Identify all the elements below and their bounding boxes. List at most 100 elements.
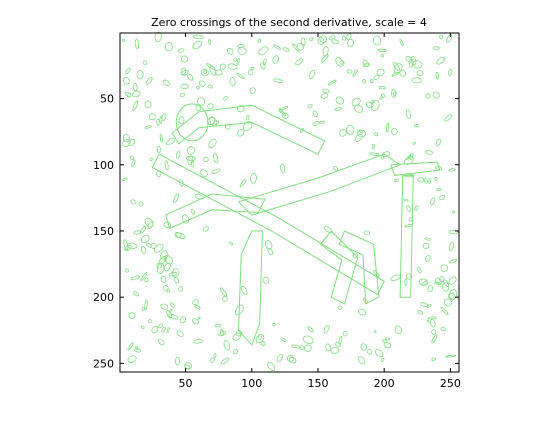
shape-screwdriver-left bbox=[165, 193, 266, 229]
contour-loop bbox=[435, 188, 442, 192]
contour-loop bbox=[226, 47, 234, 55]
contour-loop bbox=[215, 69, 223, 76]
contour-loop bbox=[405, 55, 413, 63]
x-ticks: 50 100 150 200 250 bbox=[179, 33, 461, 390]
contour-loop bbox=[417, 310, 424, 315]
contour-loop bbox=[353, 104, 364, 113]
contour-loop bbox=[324, 226, 333, 234]
contour-loop bbox=[198, 80, 206, 87]
contour-loop bbox=[440, 264, 448, 272]
contour-loop bbox=[288, 356, 297, 364]
contour-loop bbox=[379, 96, 383, 100]
contour-loop bbox=[213, 353, 217, 358]
y-tick-label-100: 100 bbox=[93, 159, 114, 172]
y-tick-label-250: 250 bbox=[93, 357, 114, 370]
contour-loop bbox=[276, 354, 284, 362]
contour-loop bbox=[431, 357, 436, 362]
contour-loop bbox=[233, 57, 238, 62]
contour-loop bbox=[408, 217, 413, 222]
shape-loop-handle bbox=[175, 103, 209, 142]
contour-loop bbox=[128, 138, 136, 146]
contour-loop bbox=[278, 108, 283, 113]
contour-loop bbox=[207, 84, 214, 89]
contour-loop bbox=[144, 100, 152, 109]
contour-loop bbox=[448, 258, 458, 264]
contour-loop bbox=[236, 72, 245, 80]
contour-loop bbox=[208, 138, 217, 148]
contour-loop bbox=[325, 343, 331, 352]
contour-loop bbox=[380, 155, 384, 160]
contour-loop bbox=[133, 230, 142, 235]
contour-loop bbox=[161, 113, 167, 121]
contour-loop bbox=[169, 302, 175, 308]
contour-loop bbox=[144, 299, 148, 311]
shape-pliers-right bbox=[338, 230, 380, 305]
contour-loop bbox=[236, 105, 245, 113]
contour-loop bbox=[151, 325, 159, 334]
contour-loop bbox=[365, 101, 374, 108]
contour-loop bbox=[444, 298, 452, 307]
contour-loop bbox=[214, 323, 222, 328]
contour-loop bbox=[166, 327, 170, 333]
contour-loop bbox=[158, 338, 165, 346]
contour-loop bbox=[330, 347, 340, 354]
contour-loop bbox=[156, 262, 163, 269]
contour-loop bbox=[335, 96, 344, 105]
contour-loop bbox=[440, 327, 447, 331]
contour-loop bbox=[163, 221, 172, 229]
contour-loop bbox=[406, 154, 412, 161]
contour-loop bbox=[435, 71, 440, 80]
contour-loop bbox=[342, 330, 348, 337]
contour-loop bbox=[242, 121, 253, 132]
contour-loop bbox=[180, 67, 187, 75]
contour-loop bbox=[448, 289, 458, 301]
x-tick-label-50: 50 bbox=[179, 377, 193, 390]
contour-loop bbox=[380, 358, 385, 362]
contour-loop bbox=[181, 214, 190, 224]
contour-loop bbox=[124, 244, 132, 252]
contour-loop bbox=[302, 335, 314, 345]
contour-loop bbox=[148, 113, 156, 121]
contour-loop bbox=[262, 58, 267, 66]
contour-loop bbox=[202, 156, 209, 163]
shape-hammer-head bbox=[390, 161, 441, 176]
contour-loop bbox=[424, 255, 431, 262]
contour-loop bbox=[431, 329, 437, 335]
contour-loop bbox=[136, 70, 144, 80]
contour-loop bbox=[425, 93, 431, 99]
contour-loop bbox=[141, 307, 145, 311]
contour-loop bbox=[181, 69, 189, 76]
contour-loop bbox=[168, 313, 179, 320]
contour-loop bbox=[138, 201, 144, 207]
contour-loop bbox=[140, 272, 148, 282]
contour-loop bbox=[255, 334, 265, 344]
contour-loop bbox=[309, 69, 316, 79]
shape-chisel-band bbox=[238, 153, 402, 216]
contour-loop bbox=[330, 39, 340, 44]
chart-title: Zero crossings of the second derivative,… bbox=[151, 16, 427, 29]
contour-loop bbox=[292, 43, 300, 52]
contour-loop bbox=[328, 35, 336, 40]
contour-loop bbox=[391, 89, 397, 98]
contour-loop bbox=[129, 155, 135, 160]
contour-loop bbox=[229, 77, 236, 87]
contour-loop bbox=[373, 269, 380, 278]
contour-loop bbox=[374, 349, 384, 358]
contour-loop bbox=[213, 153, 219, 164]
contour-loop bbox=[381, 93, 386, 98]
contour-loop bbox=[430, 197, 436, 206]
shape-pliers-left bbox=[319, 230, 359, 305]
y-tick-label-50: 50 bbox=[100, 93, 114, 106]
contour-loop bbox=[128, 312, 136, 319]
contour-loop bbox=[155, 171, 162, 177]
contour-loop bbox=[399, 38, 404, 46]
x-tick-label-150: 150 bbox=[307, 377, 328, 390]
contour-loop bbox=[250, 66, 255, 70]
contour-loop bbox=[394, 325, 402, 335]
x-tick-label-100: 100 bbox=[241, 377, 262, 390]
contour-loop bbox=[179, 179, 184, 187]
contour-loop bbox=[339, 60, 345, 65]
contour-loop bbox=[194, 304, 201, 310]
contour-loop bbox=[146, 242, 152, 248]
contour-loop bbox=[334, 107, 342, 111]
